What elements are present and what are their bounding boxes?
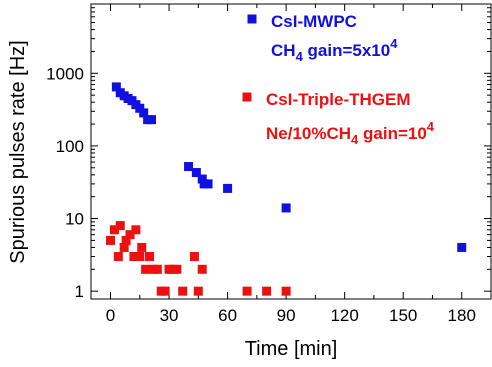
x-axis-title: Time [min] [245,338,338,360]
data-point [131,225,141,235]
data-point [281,203,291,213]
legend-label: CsI-Triple-THGEM [266,90,411,109]
data-point [141,264,151,274]
data-point [203,179,213,189]
data-point [135,252,145,262]
legend-marker [247,14,257,24]
data-point [113,252,123,262]
data-point [242,286,252,296]
data-point [106,235,116,245]
data-point [193,286,203,296]
data-point [119,242,129,252]
legend-label: Ne/10%CH4 gain=104 [266,119,435,147]
data-point [115,221,125,231]
data-point [121,235,131,245]
data-point [137,242,147,252]
plot-frame [90,3,492,300]
data-point [139,108,149,118]
y-tick-labels: 1 10 100 1000 [46,64,84,301]
legend-label: CH4 gain=5x104 [271,36,398,64]
data-point [146,115,156,125]
data-point [189,252,199,262]
data-point [135,103,145,113]
y-axis-title: Spurious pulses rate [Hz] [7,40,29,263]
x-tick-label: 30 [160,306,179,325]
legend: CsI-MWPC CH4 gain=5x104 CsI-Triple-THGEM Ne… [242,12,435,147]
x-tick-label: 150 [389,306,417,325]
data-point [109,225,119,235]
data-point [191,168,201,178]
data-point [152,264,162,274]
data-point [197,174,207,184]
data-point [145,252,155,262]
y-tick-label: 1 [75,282,84,301]
data-point [172,264,182,274]
x-tick-label: 120 [330,306,358,325]
x-tick-label: 60 [218,306,237,325]
data-point [223,183,233,193]
data-points [106,82,467,296]
data-point [178,286,188,296]
legend-marker [242,92,252,102]
x-tick-label: 90 [277,306,296,325]
data-point [129,252,139,262]
x-tick-label: 180 [448,306,476,325]
y-tick-label: 10 [65,210,84,229]
data-point [125,230,135,240]
y-tick-label: 1000 [46,64,84,83]
data-point [197,264,207,274]
data-point [262,286,272,296]
y-tick-label: 100 [56,137,84,156]
legend-label: CsI-MWPC [271,12,357,31]
data-point [160,286,170,296]
data-point [184,162,194,172]
data-point [281,286,291,296]
x-tick-labels: 0 30 60 90 120 150 180 [106,306,476,325]
x-tick-label: 0 [106,306,115,325]
data-point [111,82,121,92]
data-point [457,242,467,252]
